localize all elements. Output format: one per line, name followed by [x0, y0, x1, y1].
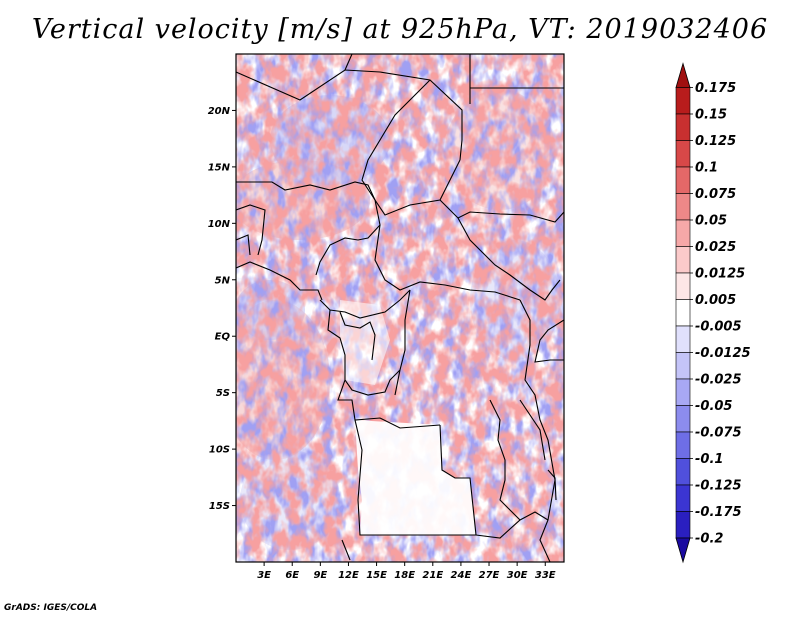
vertical-velocity-field: [236, 54, 564, 562]
colorbar-band: [675, 458, 691, 486]
lon-tick-label: 30E: [507, 570, 528, 581]
grads-credit: GrADS: IGES/COLA: [4, 603, 98, 613]
colorbar-band: [675, 246, 691, 274]
lon-tick-label: 15E: [366, 570, 387, 581]
colorbar-label: -0.2: [695, 532, 723, 547]
colorbar-label: -0.1: [695, 452, 723, 467]
lon-tick-label: 6E: [285, 570, 299, 581]
lon-tick-label: 21E: [422, 570, 443, 581]
colorbar-label: 0.15: [695, 108, 727, 123]
colorbar-label: -0.0125: [695, 346, 751, 361]
longitude-axis: 3E 6E 9E 12E 15E 18E 21E 24E 27E 30E 33E: [257, 562, 556, 581]
colorbar-label: -0.025: [695, 373, 742, 388]
lat-tick-label: 5N: [215, 275, 231, 286]
colorbar-band: [675, 511, 691, 539]
country-borders: [236, 54, 564, 562]
lat-tick-label: 15S: [209, 501, 230, 512]
colorbar-label: 0.025: [695, 240, 736, 255]
lat-tick-label: 10N: [208, 219, 231, 230]
colorbar-label: 0.075: [695, 187, 736, 202]
colorbar-label: -0.075: [695, 426, 742, 441]
lon-tick-label: 12E: [338, 570, 359, 581]
colorbar: 0.175 0.15 0.125 0.1 0.075 0.05 0.025 0.0125 0.0…: [675, 62, 751, 564]
colorbar-band: [675, 325, 691, 353]
colorbar-label: -0.005: [695, 320, 742, 335]
colorbar-band: [675, 193, 691, 221]
lon-tick-label: 18E: [394, 570, 415, 581]
colorbar-band: [675, 166, 691, 194]
lon-tick-label: 3E: [257, 570, 271, 581]
colorbar-band: [675, 113, 691, 141]
colorbar-band: [675, 219, 691, 247]
colorbar-label: 0.125: [695, 134, 736, 149]
plot-title: Vertical velocity [m/s] at 925hPa, VT: 2…: [31, 14, 769, 45]
colorbar-min-triangle: [675, 537, 691, 564]
colorbar-label: 0.0125: [695, 267, 745, 282]
colorbar-band: [675, 405, 691, 433]
colorbar-label: 0.175: [695, 81, 736, 96]
colorbar-label: -0.05: [695, 399, 732, 414]
colorbar-label: 0.1: [695, 161, 718, 176]
colorbar-label: 0.05: [695, 214, 727, 229]
colorbar-band: [675, 352, 691, 380]
lat-tick-label: EQ: [215, 332, 231, 343]
lon-tick-label: 27E: [479, 570, 500, 581]
lon-tick-label: 33E: [535, 570, 556, 581]
latitude-axis: 20N 15N 10N 5N EQ 5S 10S 15S: [208, 106, 236, 512]
lat-tick-label: 20N: [208, 106, 231, 117]
colorbar-label: -0.175: [695, 505, 742, 520]
lat-tick-label: 5S: [216, 388, 230, 399]
colorbar-band: [675, 378, 691, 406]
colorbar-band: [675, 484, 691, 512]
colorbar-label: -0.125: [695, 479, 742, 494]
lon-tick-label: 9E: [313, 570, 327, 581]
colorbar-band: [675, 140, 691, 168]
colorbar-band: [675, 87, 691, 115]
colorbar-label: 0.005: [695, 293, 736, 308]
lat-tick-label: 15N: [208, 162, 231, 173]
colorbar-max-triangle: [675, 62, 691, 88]
colorbar-band: [675, 272, 691, 300]
colorbar-band: [675, 299, 691, 327]
lon-tick-label: 24E: [451, 570, 472, 581]
colorbar-band: [675, 431, 691, 459]
lat-tick-label: 10S: [209, 445, 230, 456]
map-frame: [235, 53, 565, 563]
